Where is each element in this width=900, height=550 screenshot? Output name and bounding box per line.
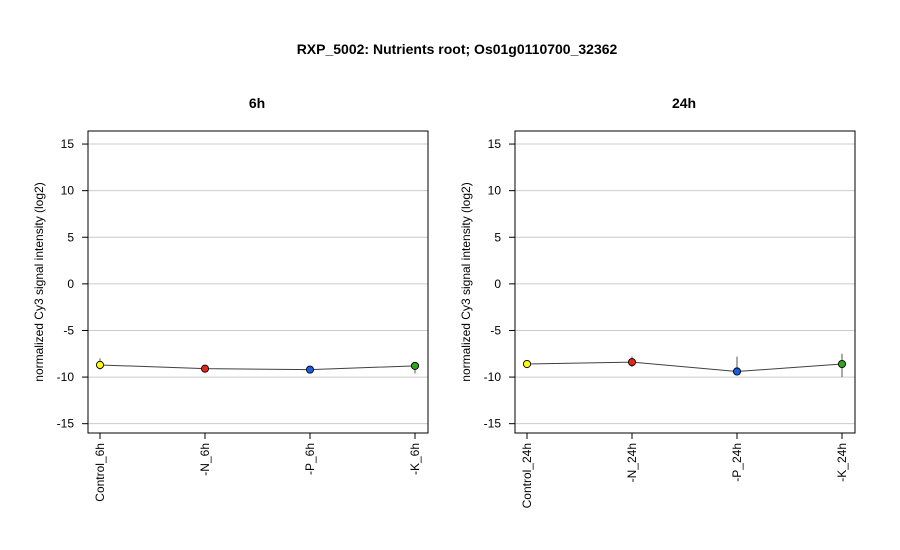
x-tick-label: -N_6h	[198, 443, 212, 476]
series-line	[526, 361, 843, 372]
data-point	[732, 367, 742, 376]
y-axis-label: normalized Cy3 signal intensity (log2)	[32, 182, 46, 381]
x-tick-label: -K_24h	[835, 443, 849, 482]
x-tick-label: -P_24h	[730, 443, 744, 482]
y-tick-label: -5	[63, 323, 74, 337]
y-tick-label: 0	[67, 277, 74, 291]
x-tick-label: -P_6h	[303, 443, 317, 475]
y-tick-label: 10	[488, 184, 502, 198]
plot-frame	[514, 130, 856, 434]
x-tick-label: Control_6h	[93, 443, 107, 502]
x-tick-label: -K_6h	[408, 443, 422, 475]
data-point	[410, 361, 420, 370]
data-point	[837, 359, 847, 369]
y-tick-label: 0	[494, 277, 501, 291]
y-tick-label: -10	[484, 370, 502, 384]
y-tick-label: -10	[57, 370, 75, 384]
x-tick-label: -N_24h	[625, 443, 639, 482]
panel-6h: 6h -15 -10 -5 0 5 10 15 normalized Cy3 signal i…	[32, 95, 429, 502]
y-tick-label: 15	[488, 137, 502, 151]
y-tick-label: -15	[484, 417, 502, 431]
figure-title: RXP_5002: Nutrients root; Os01g0110700_3…	[297, 41, 618, 57]
panel-title: 6h	[249, 95, 265, 111]
data-point	[522, 359, 532, 369]
data-point	[627, 358, 637, 367]
y-tick-label: 5	[494, 230, 501, 244]
x-tick-label: Control_24h	[520, 443, 534, 508]
plot-frame	[87, 130, 429, 434]
data-point	[200, 364, 210, 373]
y-tick-label: 15	[61, 137, 75, 151]
y-tick-label: -5	[490, 323, 501, 337]
y-tick-label: 10	[61, 184, 75, 198]
y-tick-label: -15	[57, 417, 75, 431]
y-tick-label: 5	[67, 230, 74, 244]
panel-24h: 24h -15 -10 -5 0 5 10 15 normalized Cy3 signal …	[459, 95, 856, 508]
data-point	[95, 360, 105, 370]
y-axis-label: normalized Cy3 signal intensity (log2)	[459, 182, 473, 381]
data-point	[305, 365, 315, 374]
panel-title: 24h	[672, 95, 696, 111]
series-line	[99, 364, 416, 371]
